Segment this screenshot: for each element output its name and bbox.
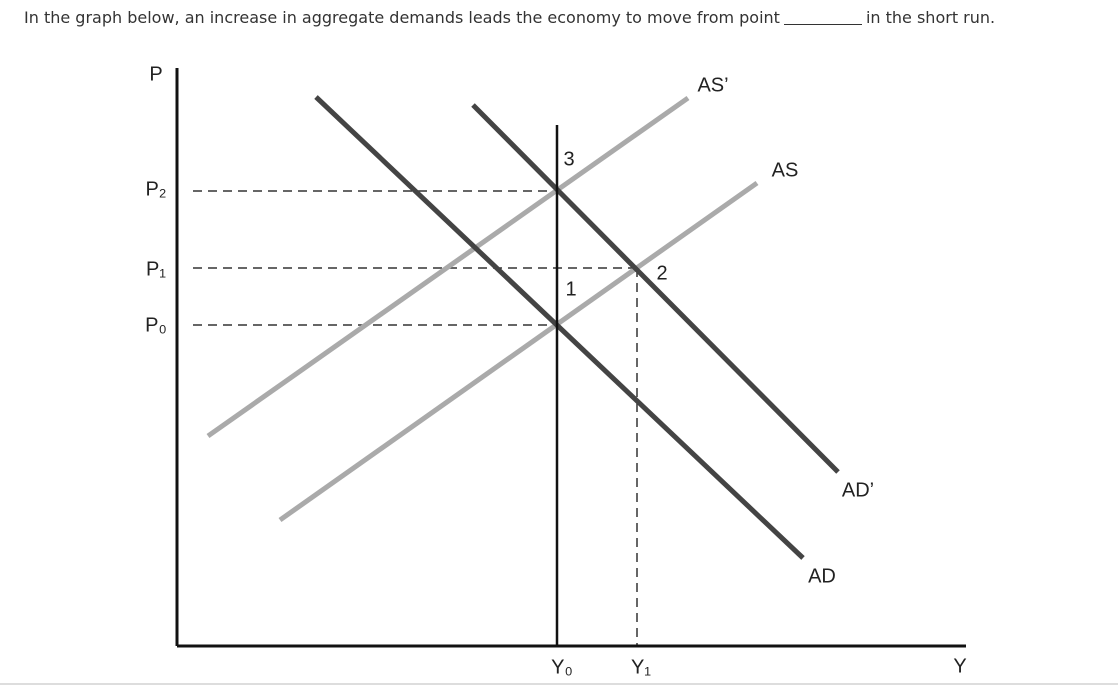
price-label: P₂ [145, 178, 166, 200]
curve-label: AD’ [842, 479, 874, 501]
question-text: in the short run. [865, 8, 996, 27]
as-curve [278, 180, 759, 523]
question: In the graph below, an increase in aggre… [24, 8, 995, 27]
output-label: Y₀ [551, 656, 573, 678]
output-label: Y₁ [631, 656, 651, 678]
axis-label: P [149, 63, 162, 85]
axis-label: Y [953, 655, 966, 677]
as-prime-curve [206, 95, 690, 439]
point-label: 3 [563, 148, 574, 170]
question-text: In the graph below, an increase in aggre… [24, 8, 780, 27]
point-label: 1 [565, 278, 576, 300]
curve-label: AD [808, 565, 836, 587]
ad-prime-curve [471, 103, 840, 474]
ad-curve [314, 95, 805, 560]
curve-label: AS [772, 159, 799, 181]
answer-blank[interactable] [783, 10, 862, 25]
price-label: P₀ [145, 314, 167, 336]
price-label: P₁ [146, 258, 166, 280]
point-label: 2 [656, 262, 667, 284]
curve-label: AS’ [697, 74, 728, 96]
